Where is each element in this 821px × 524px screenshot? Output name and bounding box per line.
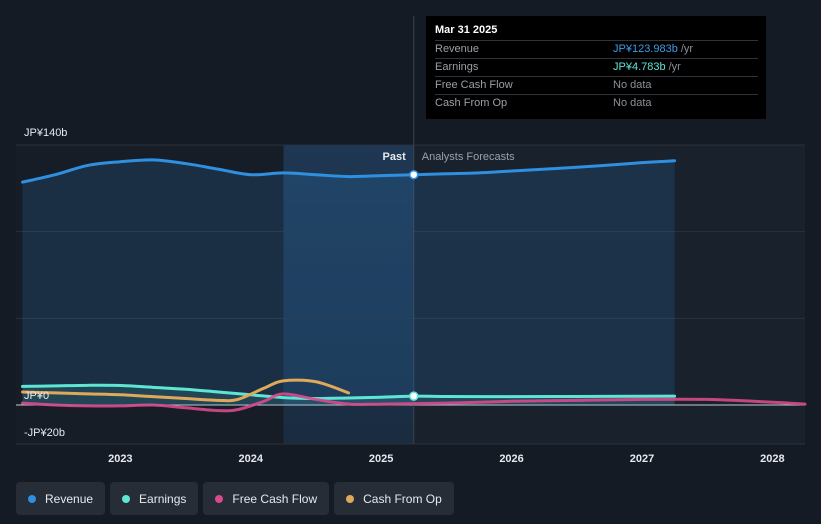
legend-dot-icon	[346, 494, 355, 503]
legend-dot-icon	[122, 494, 131, 503]
tooltip-value: JP¥4.783b	[613, 61, 666, 73]
tooltip-row-free-cash-flow: Free Cash Flow No data	[435, 76, 758, 94]
tooltip-label: Free Cash Flow	[435, 79, 513, 91]
x-tick-label: 2023	[108, 453, 132, 465]
legend: Revenue Earnings Free Cash Flow Cash Fro…	[16, 482, 454, 515]
earnings-marker	[409, 391, 419, 401]
y-label-top: JP¥140b	[24, 127, 67, 139]
tooltip-label: Cash From Op	[435, 97, 508, 109]
tooltip-row-cash-from-op: Cash From Op No data	[435, 94, 758, 112]
x-tick-label: 2024	[239, 453, 264, 465]
tooltip-value: JP¥123.983b	[613, 43, 678, 55]
legend-item-earnings[interactable]: Earnings	[110, 482, 199, 515]
y-label-zero: JP¥0	[24, 390, 49, 402]
tooltip-row-revenue: Revenue JP¥123.983b /yr	[435, 40, 758, 58]
past-label: Past	[383, 151, 407, 163]
revenue-area	[22, 159, 675, 405]
forecast-label: Analysts Forecasts	[422, 151, 515, 163]
x-tick-label: 2027	[630, 453, 654, 465]
legend-label: Earnings	[139, 491, 187, 506]
legend-dot-icon	[215, 494, 224, 503]
tooltip-unit: /yr	[668, 61, 681, 73]
tooltip-label: Revenue	[435, 43, 480, 55]
revenue-line	[21, 158, 677, 184]
legend-dot-icon	[28, 494, 36, 503]
x-tick-label: 2025	[369, 453, 393, 465]
tooltip-value: No data	[613, 97, 652, 109]
revenue-marker	[409, 169, 419, 180]
tooltip-value: No data	[613, 79, 652, 91]
legend-label: Cash From Op	[363, 491, 442, 506]
x-tick-label: 2028	[760, 453, 784, 465]
legend-item-revenue[interactable]: Revenue	[16, 482, 106, 515]
legend-label: Free Cash Flow	[232, 491, 318, 506]
legend-item-cash-from-op[interactable]: Cash From Op	[334, 482, 454, 515]
cash-from-op-line	[21, 378, 351, 403]
legend-item-free-cash-flow[interactable]: Free Cash Flow	[203, 482, 330, 515]
tooltip-label: Earnings	[435, 61, 479, 73]
tooltip-date: Mar 31 2025	[435, 24, 498, 36]
x-tick-label: 2026	[499, 453, 523, 465]
tooltip-unit: /yr	[680, 43, 694, 55]
tooltip-row-earnings: Earnings JP¥4.783b /yr	[435, 58, 758, 76]
forecast-band	[413, 145, 805, 444]
legend-label: Revenue	[45, 491, 94, 506]
free-cash-flow-line	[21, 392, 807, 413]
y-label-bottom: -JP¥20b	[24, 427, 65, 439]
tooltip: Mar 31 2025 Revenue JP¥123.983b /yr Earn…	[426, 16, 766, 119]
